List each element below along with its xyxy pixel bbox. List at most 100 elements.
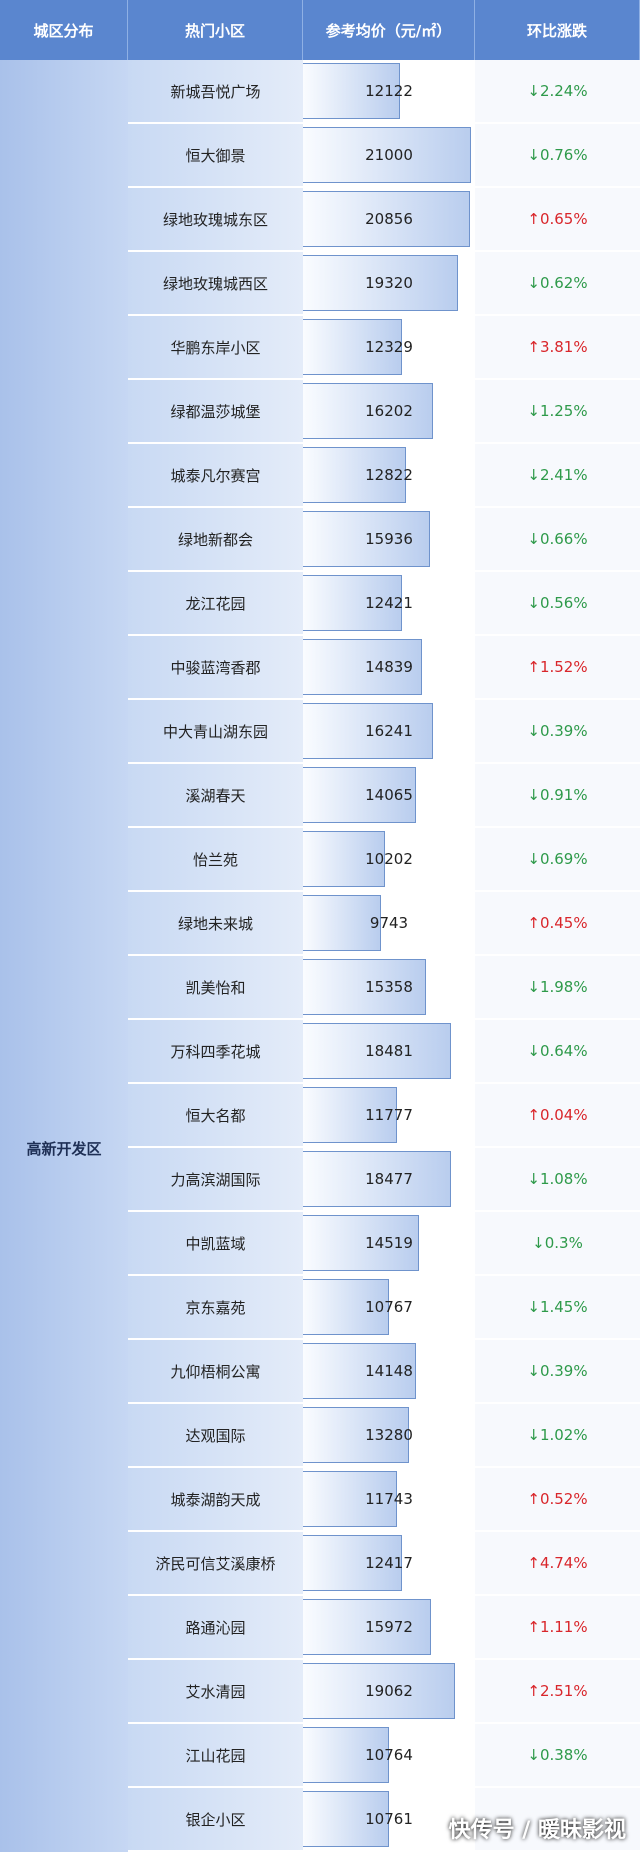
community-name: 艾水清园 bbox=[128, 1660, 303, 1724]
price-value: 21000 bbox=[365, 146, 413, 164]
price-cell: 12822 bbox=[303, 444, 475, 508]
community-name: 龙江花园 bbox=[128, 572, 303, 636]
price-bar bbox=[303, 767, 416, 823]
price-value: 11743 bbox=[365, 1490, 413, 1508]
price-bar bbox=[303, 127, 471, 183]
price-value: 14065 bbox=[365, 786, 413, 804]
price-bar bbox=[303, 383, 433, 439]
community-name: 城泰凡尔赛宫 bbox=[128, 444, 303, 508]
price-bar bbox=[303, 63, 400, 119]
price-bar bbox=[303, 1215, 420, 1271]
price-bar bbox=[303, 1023, 451, 1079]
community-name: 新城吾悦广场 bbox=[128, 60, 303, 124]
price-value: 15358 bbox=[365, 978, 413, 996]
change-value: ↓2.24% bbox=[475, 60, 640, 124]
price-value: 9743 bbox=[369, 914, 409, 932]
price-bar bbox=[303, 255, 458, 311]
price-bar bbox=[303, 1599, 431, 1655]
change-value: ↓1.25% bbox=[475, 380, 640, 444]
price-bar bbox=[303, 1791, 390, 1847]
price-cell: 21000 bbox=[303, 124, 475, 188]
price-value: 14519 bbox=[365, 1234, 413, 1252]
change-value: ↓0.38% bbox=[475, 1724, 640, 1788]
price-bar bbox=[303, 1727, 390, 1783]
community-name: 凯美怡和 bbox=[128, 956, 303, 1020]
price-value: 19320 bbox=[365, 274, 413, 292]
price-bar bbox=[303, 1535, 403, 1591]
community-name: 九仰梧桐公寓 bbox=[128, 1340, 303, 1404]
price-bar bbox=[303, 1087, 398, 1143]
price-value: 12421 bbox=[365, 594, 413, 612]
price-value: 13280 bbox=[365, 1426, 413, 1444]
change-value: ↓1.08% bbox=[475, 1148, 640, 1212]
price-cell: 9743 bbox=[303, 892, 475, 956]
change-value: ↓0.64% bbox=[475, 1020, 640, 1084]
price-cell: 13280 bbox=[303, 1404, 475, 1468]
price-value: 18481 bbox=[365, 1042, 413, 1060]
change-value: ↑0.45% bbox=[475, 892, 640, 956]
change-value: ↑1.52% bbox=[475, 636, 640, 700]
change-value: ↑4.74% bbox=[475, 1532, 640, 1596]
price-cell: 12417 bbox=[303, 1532, 475, 1596]
change-value: ↑0.65% bbox=[475, 188, 640, 252]
community-name: 华鹏东岸小区 bbox=[128, 316, 303, 380]
price-value: 19062 bbox=[365, 1682, 413, 1700]
community-name: 济民可信艾溪康桥 bbox=[128, 1532, 303, 1596]
header-price: 参考均价（元/㎡） bbox=[303, 0, 475, 60]
price-cell: 14148 bbox=[303, 1340, 475, 1404]
price-cell: 15936 bbox=[303, 508, 475, 572]
price-cell: 15358 bbox=[303, 956, 475, 1020]
change-value: ↓0.91% bbox=[475, 764, 640, 828]
change-value: ↓1.02% bbox=[475, 1404, 640, 1468]
change-value: ↑2.51% bbox=[475, 1660, 640, 1724]
change-value: ↓1.98% bbox=[475, 956, 640, 1020]
price-cell: 15972 bbox=[303, 1596, 475, 1660]
community-name: 溪湖春天 bbox=[128, 764, 303, 828]
price-bar bbox=[303, 639, 422, 695]
community-name: 路通沁园 bbox=[128, 1596, 303, 1660]
price-cell: 14065 bbox=[303, 764, 475, 828]
price-cell: 18481 bbox=[303, 1020, 475, 1084]
header-change: 环比涨跌 bbox=[475, 0, 640, 60]
price-value: 10761 bbox=[365, 1810, 413, 1828]
price-value: 15936 bbox=[365, 530, 413, 548]
price-bar bbox=[303, 831, 385, 887]
change-value: ↓0.3% bbox=[475, 1212, 640, 1276]
price-bar bbox=[303, 1407, 410, 1463]
price-bar bbox=[303, 1151, 451, 1207]
price-cell: 12329 bbox=[303, 316, 475, 380]
community-name: 绿都温莎城堡 bbox=[128, 380, 303, 444]
change-cell bbox=[475, 1788, 640, 1852]
price-cell: 10761 bbox=[303, 1788, 475, 1852]
price-value: 12329 bbox=[365, 338, 413, 356]
district-cell: 高新开发区 bbox=[0, 60, 128, 1852]
community-name: 绿地玫瑰城西区 bbox=[128, 252, 303, 316]
price-value: 12822 bbox=[365, 466, 413, 484]
price-cell: 11743 bbox=[303, 1468, 475, 1532]
price-bar bbox=[303, 895, 381, 951]
price-cell: 16241 bbox=[303, 700, 475, 764]
price-value: 12417 bbox=[365, 1554, 413, 1572]
price-cell: 14519 bbox=[303, 1212, 475, 1276]
price-bar bbox=[303, 1663, 456, 1719]
change-value: ↓0.69% bbox=[475, 828, 640, 892]
price-cell: 19062 bbox=[303, 1660, 475, 1724]
change-value: ↓0.56% bbox=[475, 572, 640, 636]
community-name: 恒大御景 bbox=[128, 124, 303, 188]
price-value: 16202 bbox=[365, 402, 413, 420]
price-bar bbox=[303, 1279, 390, 1335]
header-community: 热门小区 bbox=[128, 0, 303, 60]
price-cell: 16202 bbox=[303, 380, 475, 444]
change-value: ↓0.76% bbox=[475, 124, 640, 188]
community-name: 绿地玫瑰城东区 bbox=[128, 188, 303, 252]
change-value: ↓2.41% bbox=[475, 444, 640, 508]
community-name: 怡兰苑 bbox=[128, 828, 303, 892]
price-value: 18477 bbox=[365, 1170, 413, 1188]
change-value: ↓0.66% bbox=[475, 508, 640, 572]
change-value: ↑3.81% bbox=[475, 316, 640, 380]
community-name: 中凯蓝域 bbox=[128, 1212, 303, 1276]
price-cell: 10767 bbox=[303, 1276, 475, 1340]
change-value: ↑0.52% bbox=[475, 1468, 640, 1532]
price-bar bbox=[303, 703, 433, 759]
price-value: 16241 bbox=[365, 722, 413, 740]
